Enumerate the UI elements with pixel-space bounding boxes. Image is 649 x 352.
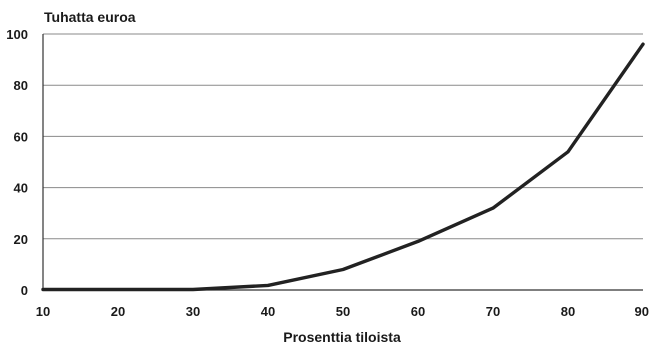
x-tick-label: 30: [186, 304, 200, 319]
x-tick-label: 20: [111, 304, 125, 319]
y-tick-labels: 0 20 40 60 80 100: [6, 27, 28, 298]
x-axis-title: Prosenttia tiloista: [283, 329, 401, 345]
data-point: [641, 42, 645, 46]
grid-lines: [43, 33, 643, 240]
x-tick-label: 60: [411, 304, 425, 319]
x-tick-labels: 10 20 30 40 50 60 70 80 90: [36, 304, 649, 319]
x-tick-label: 80: [561, 304, 575, 319]
x-tick-label: 10: [36, 304, 50, 319]
data-point: [41, 287, 45, 291]
y-tick-label: 100: [6, 27, 28, 42]
series-layer: [41, 42, 645, 292]
y-axis-title: Tuhatta euroa: [44, 9, 136, 25]
x-tick-label: 70: [486, 304, 500, 319]
data-point: [266, 283, 270, 287]
data-point: [341, 268, 345, 272]
y-tick-label: 80: [14, 78, 28, 93]
y-tick-label: 0: [21, 283, 28, 298]
x-tick-label: 50: [336, 304, 350, 319]
y-tick-label: 40: [14, 181, 28, 196]
data-point: [416, 239, 420, 243]
series-line-0: [41, 42, 645, 292]
data-point: [566, 150, 570, 154]
y-tick-label: 60: [14, 129, 28, 144]
data-point: [491, 206, 495, 210]
data-point: [191, 287, 195, 291]
data-point: [116, 287, 120, 291]
y-tick-label: 20: [14, 232, 28, 247]
x-tick-label: 40: [261, 304, 275, 319]
x-tick-label: 90: [635, 304, 649, 319]
